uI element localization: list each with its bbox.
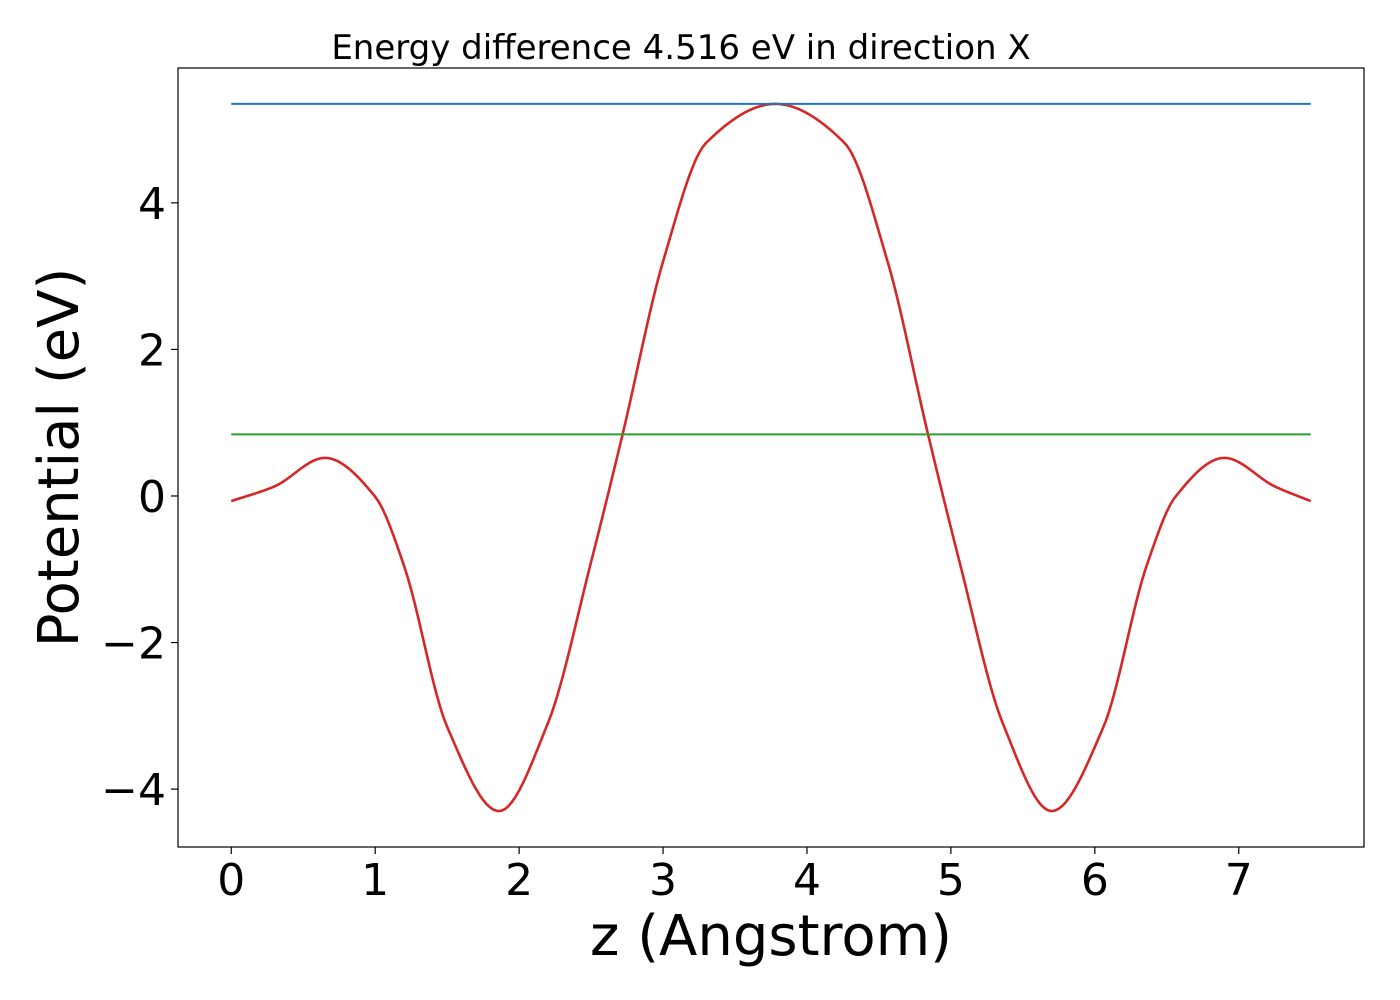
y-axis-label: Potential (eV) [27, 268, 92, 648]
x-tick-label: 4 [793, 855, 821, 906]
y-tick-label: 2 [138, 325, 166, 376]
x-tick-label: 0 [217, 855, 245, 906]
y-tick-label: −4 [101, 765, 166, 816]
series-layer [230, 102, 1312, 813]
x-axis-label: z (Angstrom) [590, 904, 952, 969]
x-tick-label: 6 [1081, 855, 1109, 906]
y-axis: −4 −2 0 2 4 [101, 179, 178, 816]
x-tick-label: 2 [505, 855, 533, 906]
chart-title: Energy difference 4.516 eV in direction … [331, 28, 1030, 68]
x-tick-label: 1 [361, 855, 389, 906]
x-tick-label: 7 [1225, 855, 1253, 906]
x-tick-label: 3 [649, 855, 677, 906]
x-tick-label: 5 [937, 855, 965, 906]
y-tick-label: 0 [138, 472, 166, 523]
axes-frame [177, 67, 1365, 848]
x-axis: 0 1 2 3 4 5 6 7 [217, 847, 1253, 906]
y-tick-label: −2 [101, 619, 166, 670]
plot-area [177, 67, 1365, 848]
y-tick-label: 4 [138, 179, 166, 230]
